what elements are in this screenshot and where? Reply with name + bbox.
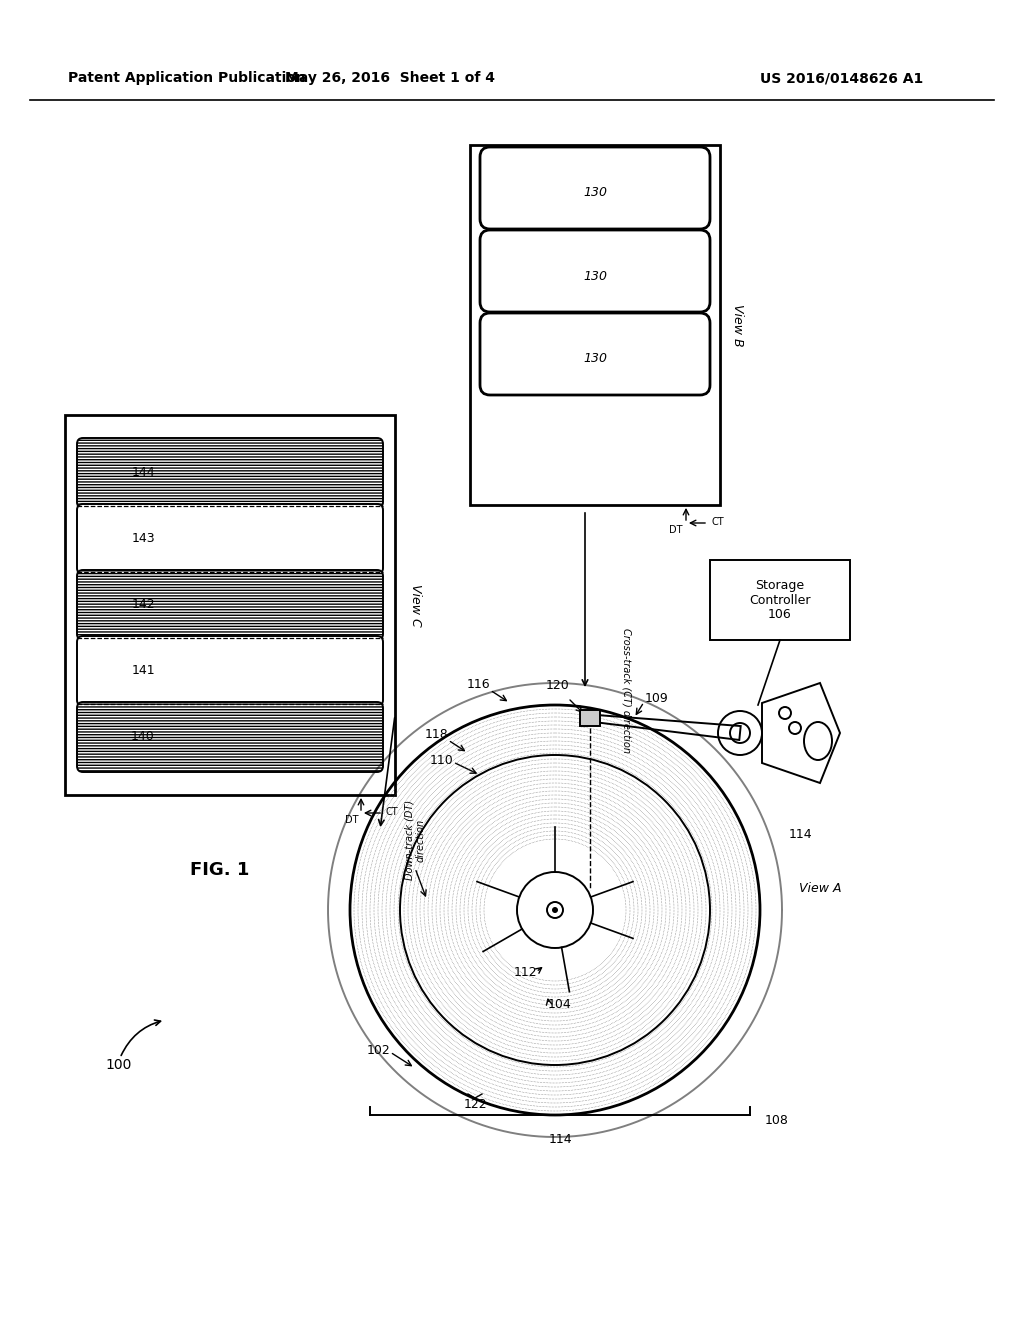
Text: DT: DT bbox=[670, 525, 683, 535]
FancyBboxPatch shape bbox=[77, 636, 383, 706]
FancyBboxPatch shape bbox=[77, 702, 383, 772]
Text: 114: 114 bbox=[788, 829, 812, 842]
Text: Patent Application Publication: Patent Application Publication bbox=[68, 71, 306, 84]
Text: May 26, 2016  Sheet 1 of 4: May 26, 2016 Sheet 1 of 4 bbox=[285, 71, 495, 84]
Text: 120: 120 bbox=[546, 678, 570, 692]
Text: 109: 109 bbox=[645, 692, 669, 705]
Text: 100: 100 bbox=[105, 1059, 131, 1072]
Text: 102: 102 bbox=[367, 1044, 390, 1056]
Bar bbox=[65, 414, 395, 795]
Text: 108: 108 bbox=[765, 1114, 788, 1126]
Text: 104: 104 bbox=[548, 998, 571, 1011]
Text: 144: 144 bbox=[131, 466, 155, 479]
Text: 116: 116 bbox=[466, 678, 490, 692]
Text: View A: View A bbox=[799, 882, 842, 895]
Circle shape bbox=[552, 907, 558, 913]
FancyBboxPatch shape bbox=[77, 438, 383, 508]
Text: View C: View C bbox=[409, 583, 422, 627]
Text: US 2016/0148626 A1: US 2016/0148626 A1 bbox=[760, 71, 924, 84]
Text: 130: 130 bbox=[583, 352, 607, 366]
Text: Down-track (DT)
direction: Down-track (DT) direction bbox=[404, 800, 426, 880]
Text: Cross-track (CT) direction: Cross-track (CT) direction bbox=[622, 627, 632, 752]
Text: 130: 130 bbox=[583, 269, 607, 282]
Text: 112: 112 bbox=[513, 965, 537, 978]
Text: Storage
Controller
106: Storage Controller 106 bbox=[750, 578, 811, 622]
Text: 141: 141 bbox=[131, 664, 155, 677]
FancyBboxPatch shape bbox=[480, 147, 710, 228]
Text: 110: 110 bbox=[429, 754, 453, 767]
Text: FIG. 1: FIG. 1 bbox=[190, 861, 250, 879]
FancyBboxPatch shape bbox=[480, 230, 710, 312]
Text: 122: 122 bbox=[463, 1098, 486, 1111]
FancyBboxPatch shape bbox=[77, 504, 383, 574]
Bar bbox=[470, 145, 720, 506]
Bar bbox=[580, 710, 600, 726]
Text: 142: 142 bbox=[131, 598, 155, 611]
FancyBboxPatch shape bbox=[77, 570, 383, 640]
Text: View B: View B bbox=[731, 304, 744, 346]
Text: 140: 140 bbox=[131, 730, 155, 743]
Text: CT: CT bbox=[386, 807, 398, 817]
Text: CT: CT bbox=[711, 517, 724, 527]
Text: 118: 118 bbox=[424, 729, 449, 742]
Text: 114: 114 bbox=[548, 1133, 571, 1146]
Text: 143: 143 bbox=[131, 532, 155, 545]
Bar bbox=[710, 560, 850, 640]
Text: 130: 130 bbox=[583, 186, 607, 199]
Text: DT: DT bbox=[344, 814, 358, 825]
FancyBboxPatch shape bbox=[480, 313, 710, 395]
